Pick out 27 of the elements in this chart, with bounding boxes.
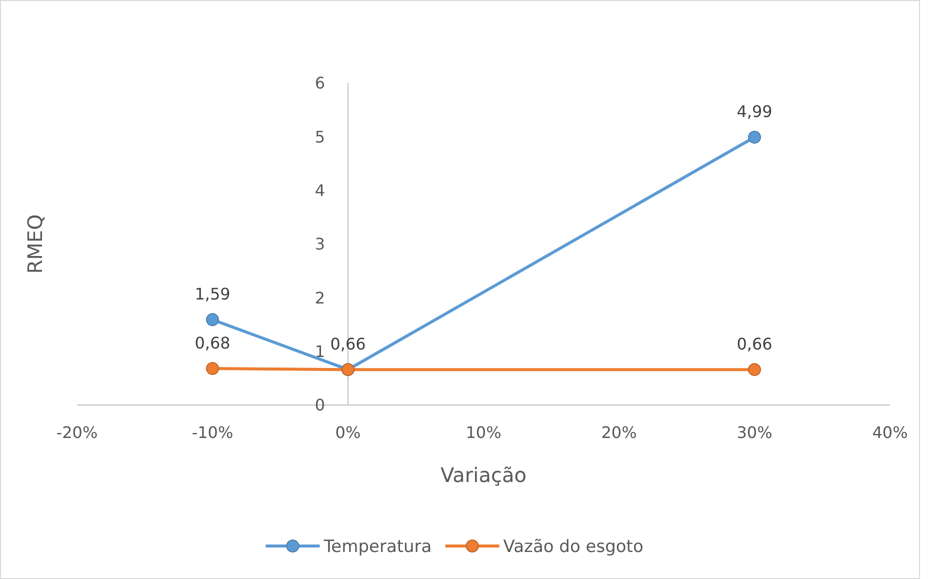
data-label: 0,66 bbox=[330, 334, 366, 354]
y-tick-label: 5 bbox=[314, 127, 326, 146]
x-tick-label: 0% bbox=[335, 423, 361, 442]
x-tick-label: 10% bbox=[466, 423, 502, 442]
legend-label: Vazão do esgoto bbox=[503, 536, 644, 557]
point bbox=[206, 362, 219, 376]
y-axis-title: RMEQ bbox=[23, 214, 47, 274]
data-label: 1,59 bbox=[194, 284, 230, 304]
data-label: 0,68 bbox=[194, 334, 230, 353]
x-tick-label: -20% bbox=[56, 423, 98, 442]
y-tick-label: 6 bbox=[314, 74, 326, 93]
x-tick-label: 40% bbox=[872, 423, 908, 442]
x-tick-label: 30% bbox=[736, 423, 772, 442]
x-axis-title: Variação bbox=[440, 463, 526, 487]
point bbox=[748, 363, 761, 376]
data-label: 4,99 bbox=[736, 102, 772, 122]
data-label: 0,66 bbox=[736, 334, 772, 354]
legend-label: Temperatura bbox=[322, 536, 432, 557]
x-tick-label: 20% bbox=[601, 423, 637, 442]
y-tick-label: 2 bbox=[314, 288, 326, 308]
y-tick-label: 0 bbox=[314, 396, 326, 415]
point bbox=[206, 313, 219, 326]
point bbox=[748, 130, 761, 144]
x-tick-label: -10% bbox=[192, 423, 234, 442]
y-tick-label: 1 bbox=[314, 342, 326, 361]
y-tick-label: 4 bbox=[314, 180, 326, 200]
y-tick-label: 3 bbox=[314, 234, 326, 254]
